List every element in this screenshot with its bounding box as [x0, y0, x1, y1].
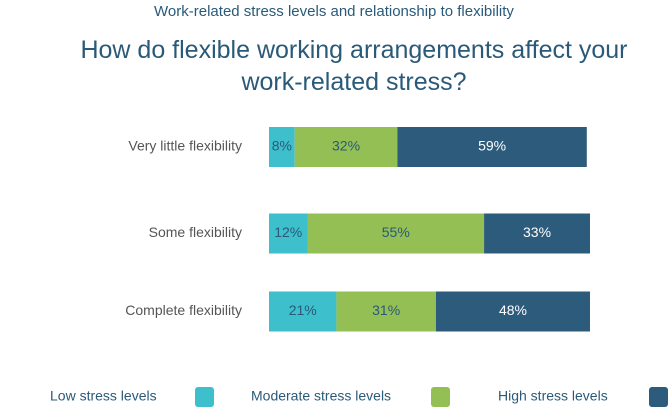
legend-label: Moderate stress levels	[251, 388, 391, 404]
y-tick-label: Very little flexibility	[128, 138, 242, 154]
data-label: 55%	[382, 224, 410, 240]
bar-segment	[484, 213, 590, 254]
bar-segment	[269, 213, 308, 254]
bar-segment	[294, 127, 398, 167]
legend-label: Low stress levels	[50, 388, 157, 404]
data-label: 31%	[372, 302, 400, 318]
chart-subtitle: Work-related stress levels and relations…	[154, 3, 514, 20]
data-label: 32%	[332, 138, 360, 154]
bar-segment	[435, 291, 590, 332]
data-label: 59%	[478, 138, 506, 154]
bar-segment	[336, 291, 436, 332]
legend-swatch	[195, 387, 214, 407]
bar-segment	[269, 127, 295, 167]
bar-segment	[269, 291, 337, 332]
y-tick-label: Complete flexibility	[125, 302, 242, 318]
y-tick-label: Some flexibility	[149, 224, 242, 240]
legend-swatch	[649, 387, 668, 407]
data-label: 48%	[499, 302, 527, 318]
bar-segment	[397, 127, 587, 167]
data-label: 8%	[272, 138, 292, 154]
data-label: 12%	[274, 224, 302, 240]
chart-title: How do flexible working arrangements aff…	[80, 36, 628, 96]
data-label: 21%	[289, 302, 317, 318]
data-label: 33%	[523, 224, 551, 240]
bar-segment	[307, 213, 485, 254]
legend-swatch	[431, 387, 450, 407]
legend-label: High stress levels	[498, 388, 608, 404]
